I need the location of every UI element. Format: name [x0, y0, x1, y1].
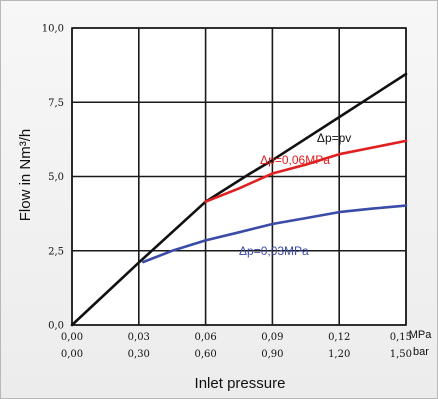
- x-tick-label-mpa: 0,12: [328, 332, 350, 343]
- x-tick-label-mpa: 0,03: [128, 332, 150, 343]
- y-tick-labels: 0,0 2,5 5,0 7,5 10,0: [42, 24, 64, 332]
- series-lines: [70, 72, 408, 327]
- x-axis-title: Inlet pressure: [195, 375, 286, 392]
- series-line-2: [142, 204, 408, 264]
- y-axis-title: Flow in Nm³/h: [17, 129, 34, 222]
- y-tick-label: 2,5: [48, 246, 64, 257]
- y-tick-label: 10,0: [42, 24, 64, 35]
- x-unit-bar: bar: [413, 346, 429, 358]
- x-tick-labels-mpa: 0,00 0,03 0,06 0,09 0,12 0,15: [61, 332, 412, 343]
- series-line-0: [70, 72, 408, 327]
- y-tick-label: 0,0: [48, 321, 64, 332]
- x-unit-mpa: MPa: [409, 329, 433, 341]
- x-tick-labels-bar: 0,00 0,30 0,60 0,90 1,20 1,50: [61, 349, 412, 360]
- series-labels: Δp=pv Δp=0,06MPa Δp=0,03MPa: [239, 131, 351, 258]
- series-label-0: Δp=pv: [317, 131, 351, 145]
- series-label-1: Δp=0,06MPa: [260, 153, 330, 167]
- x-tick-label-mpa: 0,00: [61, 332, 83, 343]
- x-tick-label-bar: 0,30: [128, 349, 150, 360]
- x-tick-label-mpa: 0,15: [390, 332, 412, 343]
- x-tick-label-bar: 0,00: [61, 349, 83, 360]
- y-tick-label: 5,0: [48, 172, 64, 183]
- x-tick-label-bar: 0,90: [261, 349, 283, 360]
- x-tick-label-mpa: 0,06: [194, 332, 216, 343]
- x-tick-label-bar: 0,60: [194, 349, 216, 360]
- series-label-2: Δp=0,03MPa: [239, 244, 309, 258]
- plot-border: [71, 27, 407, 326]
- grid: [71, 27, 407, 326]
- series-line-1: [204, 139, 408, 203]
- x-tick-label-bar: 1,50: [390, 349, 412, 360]
- x-tick-label-mpa: 0,09: [261, 332, 283, 343]
- y-tick-label: 7,5: [48, 98, 64, 109]
- x-tick-label-bar: 1,20: [328, 349, 350, 360]
